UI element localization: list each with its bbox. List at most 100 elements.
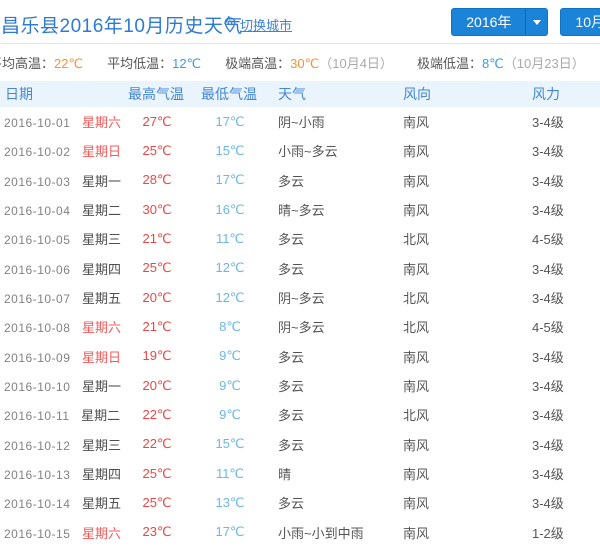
weekday-value: 星期五 [82,291,122,307]
weather-cell: 阴~小雨 [278,115,325,131]
date-cell: 2016-10-05 星期三 [0,224,128,253]
weather-cell: 多云 [278,349,305,365]
summary-extreme-high: 极端高温：30℃（10月4日） [225,53,393,72]
wind-power-cell: 3-4级 [532,291,564,307]
low-temp-cell: 15℃ [201,136,278,165]
summary-value: 22℃ [54,56,84,71]
low-temp-value: 9℃ [219,348,241,364]
date-cell: 2016-10-06 星期四 [0,254,128,283]
month-button-label: 10月 [575,14,600,30]
high-temp-cell: 19℃ [128,342,201,371]
summary-label: 平均高温： [0,56,55,71]
date-cell: 2016-10-11 星期二 [0,400,128,429]
low-temp-cell: 9℃ [201,342,278,371]
weekday-value: 星期六 [82,115,122,131]
weekday-value: 星期一 [82,379,122,395]
wind-power-cell: 1-2级 [532,525,564,541]
low-temp-cell: 9℃ [201,400,278,429]
weather-cell: 阴~多云 [278,320,325,336]
year-select-button[interactable]: 2016年 [451,8,549,36]
wind-direction-cell: 北风 [403,320,430,336]
date-value: 2016-10-03 [4,174,71,189]
date-value: 2016-10-04 [4,204,71,219]
weather-history-table: 日期 最高气温 最低气温 天气 风向 风力 2016-10-01 星期六 27℃… [0,81,600,547]
date-value: 2016-10-10 [4,380,71,395]
high-temp-cell: 20℃ [128,371,201,400]
weekday-value: 星期日 [82,349,122,365]
table-row: 2016-10-10 星期一 20℃ 9℃ 多云 南风 3-4级 [0,371,600,400]
high-temp-cell: 30℃ [128,195,201,224]
high-temp-cell: 20℃ [128,283,201,312]
weekday-value: 星期日 [82,144,122,160]
high-temp-cell: 25℃ [128,459,201,488]
table-row: 2016-10-07 星期五 20℃ 12℃ 阴~多云 北风 3-4级 [0,283,600,312]
weather-cell: 多云 [278,379,305,395]
high-temp-value: 19℃ [142,348,172,364]
low-temp-cell: 17℃ [201,518,278,547]
date-value: 2016-10-15 [4,526,71,541]
high-temp-cell: 22℃ [128,400,201,429]
wind-power-cell: 3-4级 [532,144,564,160]
weather-cell: 多云 [278,437,305,453]
table-header-row: 日期 最高气温 最低气温 天气 风向 风力 [0,81,600,107]
wind-power-cell: 3-4级 [532,379,564,395]
wind-power-cell: 3-4级 [532,467,564,483]
low-temp-value: 13℃ [215,494,245,510]
high-temp-cell: 22℃ [128,430,201,459]
wind-direction-cell: 南风 [403,437,430,453]
summary-note: （10月4日） [319,56,393,71]
month-select-button[interactable]: 10月 [560,8,600,36]
table-row: 2016-10-05 星期三 21℃ 11℃ 多云 北风 4-5级 [0,224,600,253]
switch-city-label: 切换城市 [240,18,293,33]
weather-table-body: 2016-10-01 星期六 27℃ 17℃ 阴~小雨 南风 3-4级 2016… [0,107,600,547]
high-temp-value: 27℃ [142,113,172,129]
switch-city-link[interactable]: 切换城市 [224,15,292,34]
high-temp-cell: 21℃ [128,312,201,341]
weather-cell: 晴 [278,467,292,483]
summary-bar: 平均高温：22℃ 平均低温：12℃ 极端高温：30℃（10月4日） 极端低温：8… [0,44,600,81]
col-header-power: 风力 [532,81,600,107]
summary-label: 极端高温： [225,56,291,71]
date-cell: 2016-10-02 星期日 [0,136,128,165]
weather-cell: 多云 [278,496,305,512]
low-temp-cell: 17℃ [201,166,278,195]
high-temp-cell: 25℃ [128,254,201,283]
year-dropdown-toggle[interactable] [525,9,547,35]
weekday-value: 星期四 [82,467,122,483]
weekday-value: 星期二 [81,408,121,424]
low-temp-value: 12℃ [215,260,245,276]
high-temp-cell: 21℃ [128,224,201,253]
wind-direction-cell: 北风 [403,291,430,307]
low-temp-cell: 12℃ [201,283,278,312]
high-temp-cell: 27℃ [128,107,201,136]
low-temp-value: 9℃ [219,406,241,422]
wind-direction-cell: 北风 [403,232,430,248]
weather-cell: 晴~多云 [278,203,325,219]
wind-direction-cell: 南风 [403,173,430,189]
wind-power-cell: 3-4级 [532,496,564,512]
date-cell: 2016-10-01 星期六 [0,107,128,136]
wind-direction-cell: 南风 [403,144,430,160]
wind-direction-cell: 南风 [403,349,430,365]
date-cell: 2016-10-08 星期六 [0,312,128,341]
table-row: 2016-10-06 星期四 25℃ 12℃ 多云 南风 3-4级 [0,254,600,283]
weekday-value: 星期六 [82,320,122,336]
low-temp-cell: 11℃ [201,224,278,253]
col-header-high: 最高气温 [128,81,201,107]
summary-extreme-low: 极端低温：8℃（10月23日） [417,53,585,72]
date-cell: 2016-10-12 星期三 [0,430,128,459]
weekday-value: 星期五 [82,496,122,512]
year-button-label: 2016年 [466,14,512,30]
low-temp-value: 11℃ [215,465,245,481]
table-row: 2016-10-02 星期日 25℃ 15℃ 小雨~多云 南风 3-4级 [0,136,600,165]
low-temp-value: 9℃ [219,377,241,393]
summary-label: 极端低温： [416,56,482,71]
date-cell: 2016-10-04 星期二 [0,195,128,224]
wind-power-cell: 4-5级 [532,232,564,248]
table-row: 2016-10-14 星期五 25℃ 13℃ 多云 南风 3-4级 [0,488,600,517]
header-buttons: 2016年 10月 [451,8,600,36]
date-value: 2016-10-01 [4,116,71,131]
low-temp-value: 17℃ [215,113,245,129]
high-temp-cell: 23℃ [128,518,201,547]
col-header-date: 日期 [0,81,128,107]
